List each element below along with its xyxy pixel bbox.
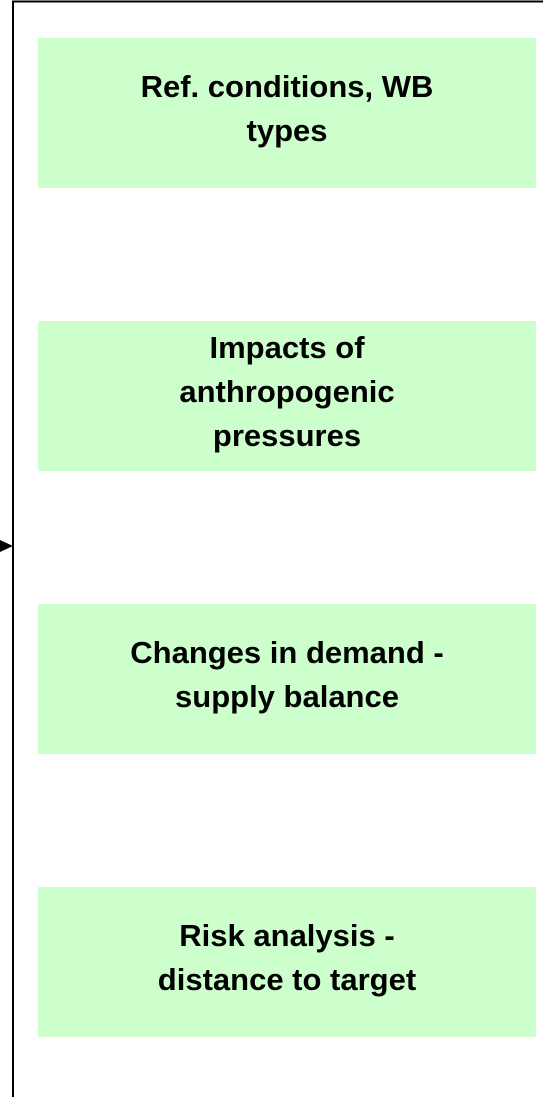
node-box [38,321,536,471]
node-box [38,38,536,188]
node-label: supply balance [175,679,399,714]
node-label: Impacts of [209,330,365,365]
node-label: types [247,113,328,148]
node-box [38,604,536,754]
node-box [38,887,536,1037]
node-label: Changes in demand - [130,635,443,670]
node-label: Ref. conditions, WB [141,69,434,104]
node-label: anthropogenic [179,374,394,409]
node-label: Risk analysis - [179,918,394,953]
node-label: pressures [213,418,361,453]
arrow-head [0,540,13,552]
node-label: distance to target [158,962,416,997]
